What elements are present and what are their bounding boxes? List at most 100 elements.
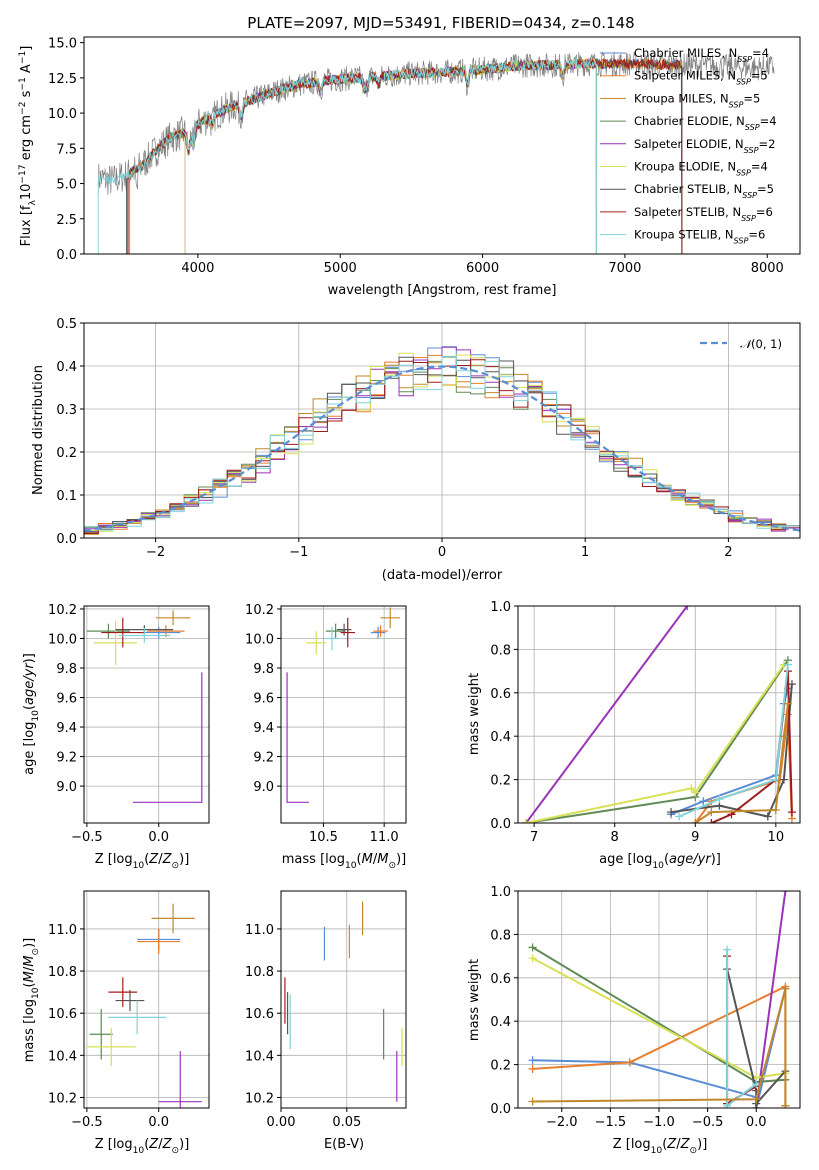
mass-vs-Z-panel: −0.5 0.0 10.2 10.4 10.6 10.8 11.0 Z [log10(Z/Z⊙… (22, 890, 210, 1156)
legend-entry: Chabrier ELODIE, NSSP=4 (634, 114, 777, 132)
y-tick-label: 9.6 (56, 692, 77, 707)
plot-area (528, 891, 790, 1108)
plot-area (86, 610, 203, 803)
y-tick-label: 15.0 (48, 37, 77, 52)
legend-entry: Kroupa MILES, NSSP=5 (634, 91, 760, 109)
weight-marker (781, 1101, 790, 1108)
weight-marker (763, 812, 772, 821)
axes-frame (83, 890, 210, 1109)
y-tick-label: 12.5 (48, 72, 77, 87)
weight-marker (691, 788, 700, 797)
legend-entry: Kroupa STELIB, NSSP=6 (634, 228, 765, 246)
weight-line (525, 606, 689, 823)
x-tick-label: 11.0 (370, 830, 399, 845)
legend-entry: Salpeter MILES, NSSP=5 (634, 69, 768, 87)
y-tick-label: 0.2 (490, 1059, 511, 1074)
weight-marker (783, 710, 792, 719)
y-axis-label: Normed distribution (31, 365, 46, 495)
x-tick-label: 6000 (466, 261, 499, 276)
errorbar-range (286, 672, 309, 803)
y-tick-label: 0.8 (490, 928, 511, 943)
weight-marker (787, 680, 796, 689)
y-tick-label: 0.0 (56, 532, 77, 547)
y-tick-label: 9.4 (253, 721, 274, 736)
x-axis-label: mass [log10(M/M⊙)] (282, 852, 406, 871)
y-tick-label: 10.0 (245, 632, 274, 647)
legend-normal: 𝒩(0, 1) (740, 337, 782, 351)
weight-line (532, 988, 787, 1106)
x-tick-label: −1.5 (595, 1115, 627, 1130)
x-tick-label: 9 (691, 830, 699, 845)
x-tick-label: −0.5 (71, 1115, 103, 1130)
legend-entry: Salpeter STELIB, NSSP=6 (634, 205, 773, 223)
y-tick-label: 9.2 (253, 751, 274, 766)
weight-marker (625, 1058, 634, 1067)
weight-marker (707, 808, 716, 817)
y-tick-label: 2.5 (56, 213, 77, 228)
y-tick-label: 0.1 (56, 489, 77, 504)
y-tick-label: 10.6 (48, 1007, 77, 1022)
observed-spectrum-line (97, 51, 775, 195)
x-tick-label: 10.5 (309, 830, 338, 845)
model-spectrum-line (126, 58, 597, 254)
y-tick-label: 10.2 (245, 1091, 274, 1106)
y-tick-label: 9.4 (56, 721, 77, 736)
x-tick-label: −2 (146, 545, 165, 560)
weight-vs-Z-panel: −2.0 −1.5 −1.0 −0.5 0.0 0.0 0.2 0.4 0.6 0.8 1.0 Z [… (467, 885, 801, 1156)
y-tick-label: 0.2 (490, 774, 511, 789)
age-vs-Z-panel: −0.5 0.0 9.0 9.2 9.4 9.6 9.8 10.0 10.2 Z [log10(Z… (22, 603, 210, 871)
x-tick-label: 7 (530, 830, 538, 845)
x-tick-label: −0.5 (692, 1115, 724, 1130)
x-tick-label: −1.0 (643, 1115, 675, 1130)
x-tick-label: 2 (724, 545, 732, 560)
y-tick-label: 10.0 (48, 632, 77, 647)
y-tick-label: 9.0 (253, 780, 274, 795)
model-spectrum-line (129, 58, 683, 254)
y-tick-label: 1.0 (490, 600, 511, 615)
weight-marker (779, 732, 788, 741)
y-tick-label: 9.8 (253, 662, 274, 677)
y-tick-label: 10.0 (48, 107, 77, 122)
y-tick-label: 10.2 (48, 603, 77, 618)
weight-marker (752, 1095, 761, 1104)
model-spectrum-line (127, 57, 683, 254)
y-tick-label: 9.8 (56, 662, 77, 677)
weight-marker (783, 660, 792, 669)
x-axis-label: Z [log10(Z/Z⊙)] (95, 1137, 190, 1156)
x-tick-label: 0.0 (746, 1115, 767, 1130)
y-tick-label: 10.4 (245, 1049, 274, 1064)
y-axis-label: mass weight (467, 673, 482, 755)
weight-marker (528, 943, 537, 952)
x-tick-label: 0.0 (148, 1115, 169, 1130)
model-spectrum-line (184, 58, 597, 254)
weight-marker (715, 795, 724, 804)
y-tick-label: 0.3 (56, 403, 77, 418)
x-axis-label: E(B-V) (324, 1137, 364, 1152)
y-tick-label: 0.0 (490, 817, 511, 832)
legend-entry: Chabrier MILES, NSSP=4 (634, 46, 769, 64)
y-axis-label: Flux [fλ10−17 erg cm−2 s−1 A−1] (18, 46, 38, 247)
plot-area (86, 903, 202, 1108)
x-axis-label: Z [log10(Z/Z⊙)] (95, 852, 190, 871)
y-tick-label: 0.8 (490, 643, 511, 658)
axes-frame (517, 605, 801, 824)
weight-marker (781, 984, 790, 993)
weight-marker (752, 1080, 761, 1089)
x-tick-label: −1 (289, 545, 308, 560)
model-spectrum-line (126, 58, 683, 254)
weight-marker (781, 891, 790, 895)
y-tick-label: 0.5 (56, 317, 77, 332)
y-tick-label: 0.0 (56, 248, 77, 263)
residual-histogram (84, 355, 800, 531)
x-axis-label: (data-model)/error (382, 568, 503, 583)
weight-marker (528, 954, 537, 963)
x-tick-label: 7000 (608, 261, 641, 276)
axes-frame (280, 605, 407, 824)
mass-vs-ebv-panel: 0.00 0.05 10.2 10.4 10.6 10.8 11.0 E(B-V) (245, 890, 407, 1152)
x-tick-label: 0.05 (332, 1115, 361, 1130)
y-tick-label: 0.6 (490, 972, 511, 987)
x-tick-label: 0 (438, 545, 446, 560)
weight-line (525, 659, 789, 823)
weight-line (755, 891, 787, 1108)
